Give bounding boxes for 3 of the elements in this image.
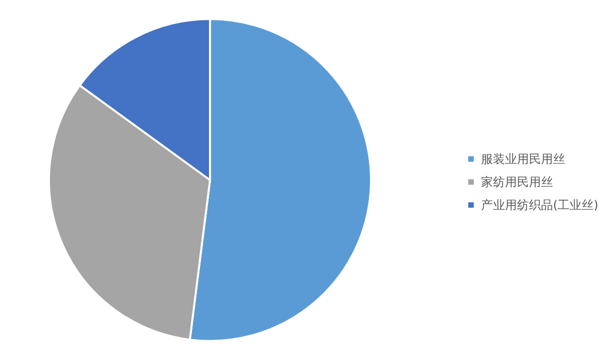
legend-label: 产业用纺织品(工业丝): [481, 198, 598, 212]
legend-label: 家纺用民用丝: [481, 175, 553, 189]
legend-label: 服装业用民用丝: [481, 152, 565, 166]
